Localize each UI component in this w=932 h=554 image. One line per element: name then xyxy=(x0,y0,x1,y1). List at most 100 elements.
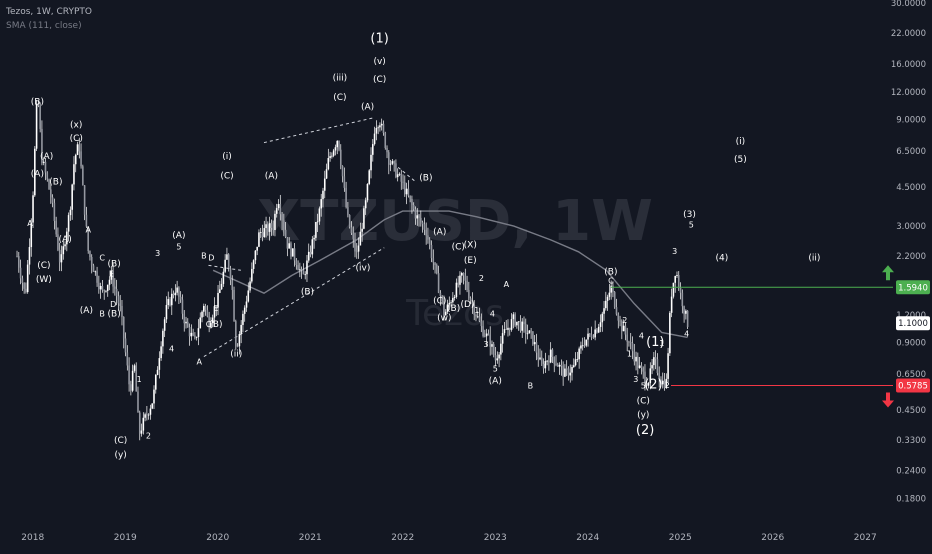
wave-label: A xyxy=(504,280,510,289)
wave-label: (C) xyxy=(220,172,233,182)
wave-label: (y) xyxy=(637,411,649,421)
candle-body xyxy=(466,280,468,290)
price-tick-label: 12.0000 xyxy=(891,88,926,98)
wave-label: (A) xyxy=(265,172,278,182)
candle-body xyxy=(331,155,333,157)
candle-body xyxy=(642,368,644,372)
candle-body xyxy=(519,321,522,331)
candle-body xyxy=(208,316,210,328)
candle-body xyxy=(377,127,379,129)
candle-body xyxy=(259,232,262,233)
candle-body xyxy=(370,154,372,171)
level-price-label: 0.5785 xyxy=(898,381,928,391)
current-price-label: 1.1000 xyxy=(898,319,928,329)
price-tick-label: 0.4500 xyxy=(896,406,926,416)
candle-body xyxy=(455,282,458,297)
candle-body xyxy=(647,383,650,386)
wave-label: (A) xyxy=(361,102,374,112)
candle-body xyxy=(580,345,582,349)
candle-body xyxy=(74,154,77,165)
candle-body xyxy=(683,306,685,314)
candle-body xyxy=(473,303,475,315)
candle-body xyxy=(275,208,278,214)
candle-body xyxy=(393,161,395,164)
candle-body xyxy=(213,306,216,318)
candle-body xyxy=(436,265,438,274)
candle-body xyxy=(62,246,65,255)
candle-body xyxy=(243,307,246,314)
candle-body xyxy=(556,364,559,367)
wave-label: A xyxy=(86,226,92,235)
arrow-down-icon xyxy=(882,392,894,408)
candle-body xyxy=(210,323,212,328)
candle-body xyxy=(238,334,241,347)
candle-body xyxy=(423,224,426,230)
wave-label: (B) xyxy=(447,304,460,314)
candle-body xyxy=(272,227,274,231)
candle-body xyxy=(181,299,184,314)
candle-body xyxy=(133,365,136,371)
candle-body xyxy=(34,148,36,196)
wave-label: (ii) xyxy=(808,254,820,264)
candle-body xyxy=(418,215,420,218)
candle-body xyxy=(480,321,483,327)
candle-body xyxy=(309,251,312,255)
candle-body xyxy=(219,289,221,293)
wedge-line-upper xyxy=(263,117,376,144)
candle-body xyxy=(524,324,527,334)
candle-body xyxy=(569,372,572,376)
candle-body xyxy=(544,361,547,369)
arrow-up-icon xyxy=(882,265,894,281)
candle-body xyxy=(590,334,593,338)
candle-body xyxy=(391,161,394,164)
wave-label: (C) xyxy=(70,134,83,144)
candle-body xyxy=(160,346,162,359)
candle-body xyxy=(363,208,365,229)
wave-label: 1 xyxy=(659,339,664,348)
wave-label: 1 xyxy=(627,350,632,359)
candle-body xyxy=(206,309,209,317)
candle-body xyxy=(320,199,323,209)
wave-label: 2 xyxy=(146,431,151,440)
candle-body xyxy=(162,330,164,347)
candle-body xyxy=(69,209,72,216)
wave-label: (C) xyxy=(433,296,446,306)
wave-label: (i) xyxy=(736,137,746,147)
wave-label: (B) xyxy=(604,267,617,277)
candle-body xyxy=(514,314,516,326)
candle-body xyxy=(334,147,337,151)
candle-body xyxy=(420,217,422,223)
candle-body xyxy=(382,123,385,133)
candle-body xyxy=(592,337,595,339)
candle-body xyxy=(249,281,251,291)
candle-body xyxy=(151,403,154,409)
candle-body xyxy=(64,244,66,247)
candle-body xyxy=(227,254,230,269)
price-tick-label: 1.2000 xyxy=(896,311,926,321)
candle-body xyxy=(508,327,511,330)
candle-body xyxy=(537,352,540,360)
candle-body xyxy=(610,285,612,293)
wave-label: (W) xyxy=(36,275,52,285)
candle-body xyxy=(135,365,138,392)
candle-body xyxy=(677,275,680,288)
wave-label: (4) xyxy=(716,254,729,264)
candle-body xyxy=(170,293,173,306)
candle-body xyxy=(453,296,456,298)
candle-body xyxy=(460,272,463,276)
candle-body xyxy=(669,312,671,354)
candle-body xyxy=(583,345,586,347)
candle-body xyxy=(613,292,616,308)
price-tick-label: 6.5000 xyxy=(896,147,926,157)
level-price-label: 1.5940 xyxy=(898,283,928,293)
wave-label: (2) xyxy=(644,378,662,393)
candle-body xyxy=(441,295,443,302)
candle-body xyxy=(654,357,657,360)
candle-body xyxy=(242,313,244,325)
candle-body xyxy=(103,290,105,291)
candle-body xyxy=(87,226,89,252)
candle-body xyxy=(464,275,467,281)
candle-body xyxy=(268,223,271,232)
